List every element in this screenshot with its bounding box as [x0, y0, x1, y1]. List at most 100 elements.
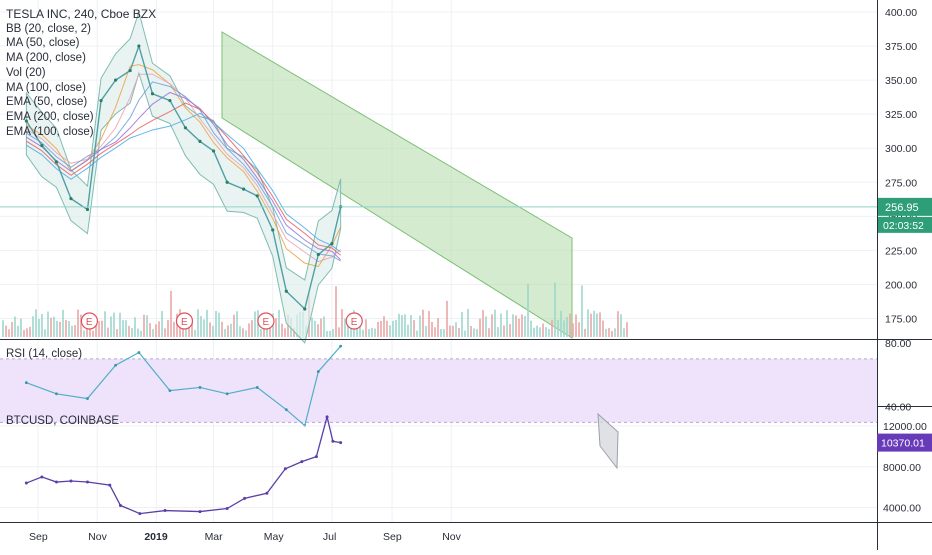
btc-data-point: [265, 491, 269, 495]
volume-bar: [41, 313, 43, 337]
volume-bar: [617, 311, 619, 337]
legend-indicator[interactable]: BB (20, close, 2): [6, 22, 92, 35]
volume-bar: [176, 313, 178, 337]
volume-bar: [314, 320, 316, 337]
volume-bar: [197, 309, 199, 337]
volume-bar: [398, 313, 400, 337]
price-data-point: [255, 194, 259, 198]
volume-bar: [56, 321, 58, 337]
btc-data-point: [331, 439, 335, 443]
moving-average-line: [26, 112, 341, 253]
volume-bar: [377, 321, 379, 337]
volume-bar: [533, 327, 535, 337]
volume-bar: [611, 330, 613, 337]
rsi-pane-label[interactable]: RSI (14, close): [6, 348, 83, 360]
volume-bar: [5, 325, 7, 337]
volume-bar: [470, 326, 472, 337]
volume-bar: [59, 321, 61, 337]
price-data-point: [54, 160, 59, 164]
price-data-point: [242, 187, 246, 191]
volume-bar: [449, 325, 451, 337]
legend-indicator[interactable]: EMA (200, close): [6, 110, 94, 123]
earnings-marker-icon: [175, 312, 194, 330]
volume-bar: [548, 328, 550, 337]
rsi-axis-tick-label: 80.00: [885, 338, 911, 350]
volume-bar: [68, 321, 70, 337]
volume-bar: [608, 328, 610, 337]
volume-bar: [362, 329, 364, 337]
volume-bar: [437, 318, 439, 337]
legend-indicator[interactable]: EMA (50, close): [6, 96, 88, 109]
volume-bar: [479, 318, 481, 337]
price-data-point: [40, 143, 44, 148]
legend-indicator[interactable]: MA (200, close): [6, 52, 86, 65]
btc-data-point: [243, 496, 247, 500]
legend-indicator[interactable]: Vol (20): [6, 66, 46, 79]
legend-indicator[interactable]: MA (100, close): [6, 81, 86, 94]
volume-bar: [521, 314, 523, 337]
volume-bar: [410, 315, 412, 337]
price-axis-tick-label: 350.00: [885, 75, 917, 87]
volume-bar: [251, 320, 253, 337]
volume-bar: [557, 319, 559, 337]
earnings-marker-label: E: [351, 317, 358, 328]
volume-bar: [443, 329, 445, 337]
volume-bar: [29, 326, 31, 337]
btc-data-point: [118, 503, 122, 507]
btc-pane-label[interactable]: BTCUSD, COINBASE: [6, 415, 120, 427]
volume-bar: [368, 329, 370, 337]
volume-bar: [584, 328, 586, 337]
volume-bar: [407, 324, 409, 337]
btc-data-point: [163, 509, 167, 513]
volume-bar: [440, 328, 442, 337]
legend-title[interactable]: TESLA INC, 240, Cboe BZX: [6, 7, 157, 21]
btc-data-point: [108, 483, 112, 487]
btc-axis-tick-label: 12000.00: [883, 421, 927, 433]
volume-bar: [113, 312, 115, 337]
volume-bar: [50, 317, 52, 337]
volume-bar: [155, 324, 157, 337]
time-axis-tick-label: Sep: [29, 531, 48, 543]
volume-bar: [545, 327, 547, 337]
price-data-point: [330, 241, 334, 246]
volume-bar: [389, 325, 391, 337]
volume-bar: [416, 330, 418, 337]
volume-bar: [8, 329, 10, 337]
volume-bar: [602, 320, 604, 337]
volume-bar: [167, 320, 169, 337]
volume-bar: [71, 325, 73, 337]
volume-bar: [464, 330, 466, 337]
volume-bar: [221, 321, 223, 337]
volume-bar: [278, 309, 280, 337]
btc-data-point: [24, 481, 28, 485]
volume-bar: [104, 311, 106, 337]
last-price-badge: [877, 197, 932, 216]
volume-bar: [338, 327, 340, 337]
volume-bar: [485, 316, 487, 337]
earnings-marker-icon: [257, 312, 275, 330]
legend-indicator[interactable]: MA (50, close): [6, 37, 80, 50]
countdown-badge: [877, 216, 932, 233]
volume-bar: [62, 309, 64, 337]
legend-indicator[interactable]: EMA (100, close): [6, 125, 94, 138]
volume-bar: [200, 316, 202, 337]
volume-bar: [191, 321, 193, 337]
price-axis-tick-label: 275.00: [885, 177, 917, 189]
volume-bar: [374, 328, 376, 337]
btc-wedge-drawing: [597, 412, 619, 470]
volume-bar: [542, 323, 544, 337]
volume-bar: [569, 313, 571, 337]
price-data-point: [183, 126, 188, 130]
volume-bar: [20, 318, 22, 337]
volume-bar: [509, 324, 511, 337]
volume-bar: [287, 314, 289, 337]
btc-last-badge: [877, 433, 932, 452]
volume-bar: [431, 321, 433, 337]
volume-bar: [392, 320, 394, 337]
price-axis-tick-label: 400.00: [885, 7, 917, 19]
volume-bar: [122, 320, 124, 337]
volume-bar: [227, 325, 229, 337]
volume-bar: [347, 324, 349, 337]
rsi-data-point: [137, 351, 141, 354]
